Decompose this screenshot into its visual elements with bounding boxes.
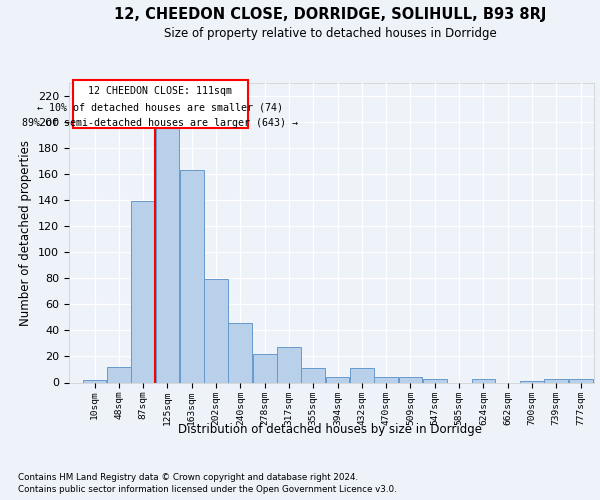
Text: 89% of semi-detached houses are larger (643) →: 89% of semi-detached houses are larger (… [22, 118, 298, 128]
Bar [520, 381, 544, 382]
Text: ← 10% of detached houses are smaller (74): ← 10% of detached houses are smaller (74… [37, 102, 283, 112]
Bar [301, 368, 325, 382]
Bar [229, 322, 252, 382]
Bar [374, 378, 398, 382]
Bar [423, 378, 447, 382]
Text: Contains HM Land Registry data © Crown copyright and database right 2024.: Contains HM Land Registry data © Crown c… [18, 472, 358, 482]
Text: Contains public sector information licensed under the Open Government Licence v3: Contains public sector information licen… [18, 485, 397, 494]
Bar [131, 201, 155, 382]
Bar [326, 378, 349, 382]
Bar [155, 126, 179, 382]
Bar [544, 378, 568, 382]
Bar [107, 367, 131, 382]
Text: Distribution of detached houses by size in Dorridge: Distribution of detached houses by size … [178, 422, 482, 436]
Bar [83, 380, 106, 382]
Bar [569, 378, 593, 382]
Text: 12 CHEEDON CLOSE: 111sqm: 12 CHEEDON CLOSE: 111sqm [88, 86, 232, 97]
Bar [350, 368, 374, 382]
Text: 12, CHEEDON CLOSE, DORRIDGE, SOLIHULL, B93 8RJ: 12, CHEEDON CLOSE, DORRIDGE, SOLIHULL, B… [114, 8, 546, 22]
Bar [204, 280, 228, 382]
Text: Size of property relative to detached houses in Dorridge: Size of property relative to detached ho… [164, 28, 496, 40]
Bar [398, 378, 422, 382]
Bar [180, 170, 203, 382]
Y-axis label: Number of detached properties: Number of detached properties [19, 140, 32, 326]
FancyBboxPatch shape [73, 80, 248, 128]
Bar [472, 378, 496, 382]
Bar [277, 348, 301, 382]
Bar [253, 354, 277, 382]
